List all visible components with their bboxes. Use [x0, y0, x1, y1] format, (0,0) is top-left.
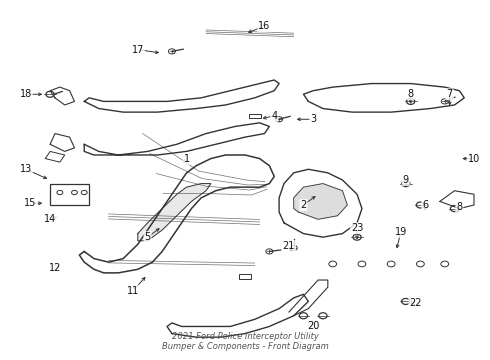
Text: 2: 2: [300, 200, 307, 210]
Text: 3: 3: [310, 114, 316, 124]
Text: 12: 12: [49, 262, 61, 273]
Text: 8: 8: [456, 202, 463, 212]
Polygon shape: [138, 184, 211, 241]
Text: 13: 13: [20, 164, 32, 174]
Polygon shape: [440, 191, 474, 208]
Text: 2021 Ford Police Interceptor Utility
Bumper & Components - Front Diagram: 2021 Ford Police Interceptor Utility Bum…: [162, 332, 328, 351]
Text: 6: 6: [422, 200, 428, 210]
Text: 19: 19: [395, 227, 407, 237]
Text: 18: 18: [20, 89, 32, 99]
Text: 7: 7: [446, 89, 453, 99]
Polygon shape: [84, 80, 279, 112]
Polygon shape: [303, 84, 464, 112]
Polygon shape: [294, 184, 347, 219]
Text: 20: 20: [307, 321, 319, 332]
Polygon shape: [50, 87, 74, 105]
Polygon shape: [45, 152, 65, 162]
Text: 23: 23: [351, 223, 363, 233]
Text: 11: 11: [127, 286, 139, 296]
Text: 4: 4: [271, 111, 277, 121]
Text: 10: 10: [468, 154, 480, 163]
Polygon shape: [167, 294, 308, 337]
Text: 22: 22: [409, 298, 422, 308]
Text: 16: 16: [258, 21, 270, 31]
Text: 9: 9: [403, 175, 409, 185]
Text: 17: 17: [132, 45, 144, 55]
Text: 21: 21: [283, 241, 295, 251]
Bar: [249, 113, 261, 118]
FancyBboxPatch shape: [50, 184, 89, 205]
Polygon shape: [84, 123, 270, 155]
Polygon shape: [79, 155, 274, 273]
Polygon shape: [50, 134, 74, 152]
Text: 14: 14: [44, 214, 56, 224]
Text: 8: 8: [408, 89, 414, 99]
Text: 1: 1: [183, 154, 190, 163]
Text: 5: 5: [145, 232, 151, 242]
Text: 15: 15: [24, 198, 37, 208]
Bar: [239, 274, 251, 279]
Polygon shape: [279, 169, 362, 237]
